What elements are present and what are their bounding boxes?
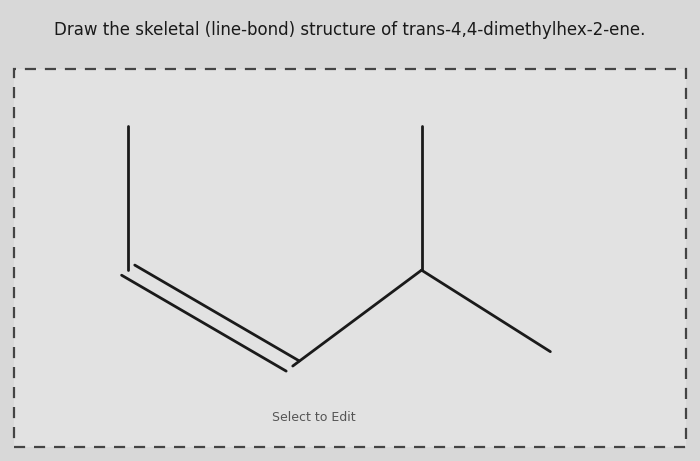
Text: Draw the skeletal (line-bond) structure of trans-4,4-dimethylhex-2-ene.: Draw the skeletal (line-bond) structure … <box>55 21 645 39</box>
Text: Select to Edit: Select to Edit <box>272 411 356 424</box>
